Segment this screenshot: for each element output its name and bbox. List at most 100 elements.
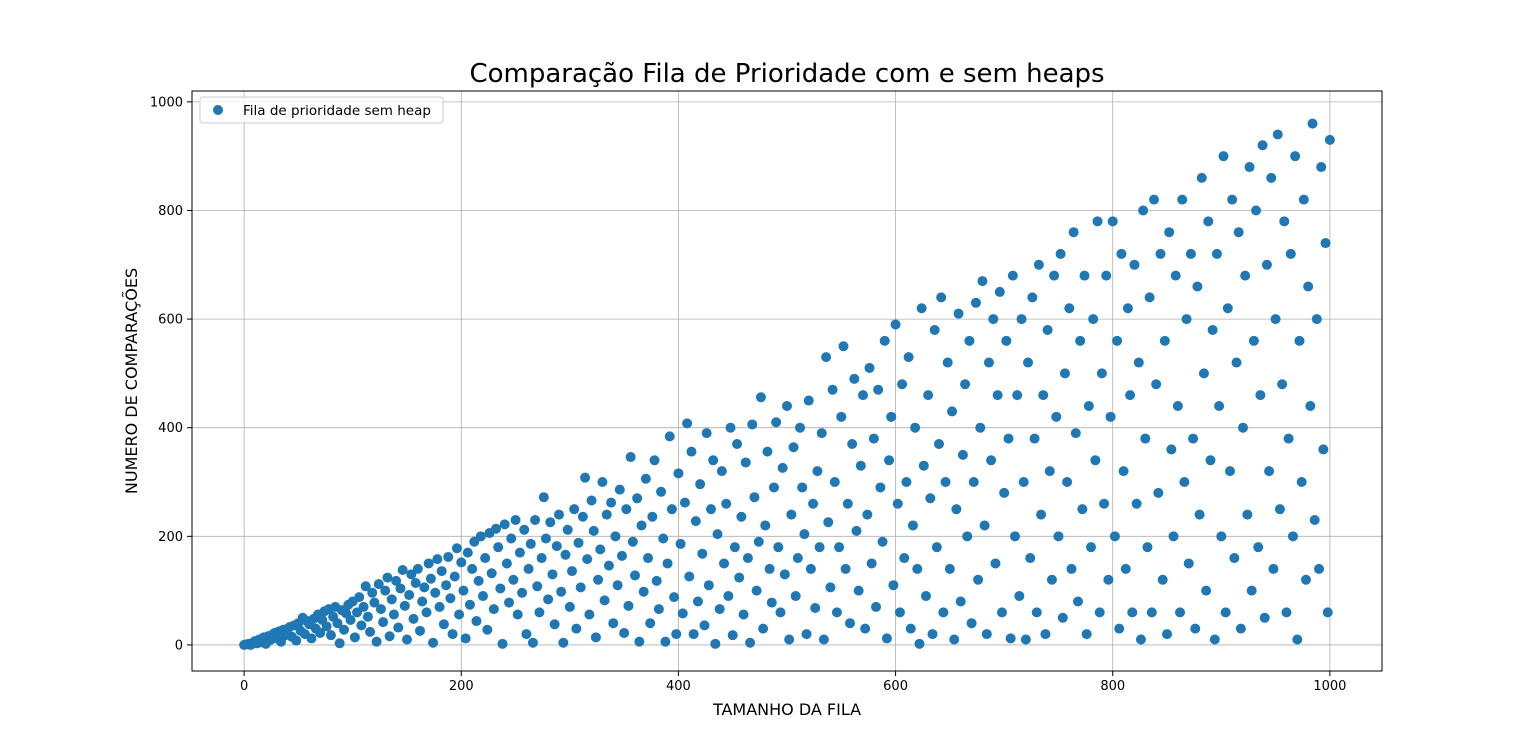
data-point [1105, 411, 1116, 422]
data-point [1201, 585, 1212, 596]
data-point [799, 529, 810, 540]
data-point [1125, 390, 1136, 401]
data-point [834, 542, 845, 553]
data-point [738, 609, 749, 620]
data-point [688, 629, 699, 640]
data-point [623, 600, 634, 611]
data-point [853, 585, 864, 596]
data-point [1196, 172, 1207, 183]
data-point [1144, 292, 1155, 303]
data-point [755, 392, 766, 403]
data-point [671, 629, 682, 640]
data-point [858, 390, 869, 401]
data-point [710, 638, 721, 649]
data-point [1140, 433, 1151, 444]
data-point [551, 541, 562, 552]
data-point [690, 516, 701, 527]
data-point [831, 607, 842, 618]
data-point [1077, 504, 1088, 515]
data-point [970, 297, 981, 308]
data-point [725, 422, 736, 433]
data-point [886, 411, 897, 422]
data-point [562, 524, 573, 535]
data-point [432, 554, 443, 565]
data-point [1216, 531, 1227, 542]
data-point [866, 558, 877, 569]
data-point [740, 457, 751, 468]
data-point [384, 631, 395, 642]
data-point [1287, 531, 1298, 542]
data-point [1194, 509, 1205, 520]
data-point [747, 419, 758, 430]
data-point [914, 638, 925, 649]
data-point [1218, 151, 1229, 162]
data-point [1142, 542, 1153, 553]
data-point [367, 587, 378, 598]
data-point [803, 395, 814, 406]
data-point [1003, 433, 1014, 444]
x-tick-label: 200 [449, 679, 474, 694]
data-point [523, 563, 534, 574]
data-point [931, 542, 942, 553]
data-point [1012, 390, 1023, 401]
data-point [553, 509, 564, 520]
data-point [1220, 607, 1231, 618]
data-point [816, 428, 827, 439]
data-point [580, 472, 591, 483]
data-point [714, 604, 725, 615]
data-point [1309, 515, 1320, 526]
data-point [606, 497, 617, 508]
data-point [1127, 607, 1138, 618]
data-point [512, 609, 523, 620]
data-point [1238, 422, 1249, 433]
data-point [938, 607, 949, 618]
data-point [960, 379, 971, 390]
y-tick-label: 0 [175, 638, 183, 653]
data-point [608, 618, 619, 629]
data-point [588, 525, 599, 536]
data-point [873, 384, 884, 395]
data-point [582, 554, 593, 565]
data-point [428, 637, 439, 648]
data-point [354, 592, 365, 603]
data-point [884, 455, 895, 466]
data-point [1222, 303, 1233, 314]
data-point [471, 616, 482, 627]
data-point [1148, 194, 1159, 205]
data-point [1155, 248, 1166, 259]
data-point [907, 520, 918, 531]
data-point [719, 558, 730, 569]
data-point [925, 493, 936, 504]
data-point [404, 589, 415, 600]
data-point [1057, 612, 1068, 623]
data-point [721, 498, 732, 509]
data-point [1277, 379, 1288, 390]
data-point [436, 566, 447, 577]
data-point [599, 595, 610, 606]
data-point [1055, 248, 1066, 259]
data-point [1062, 477, 1073, 488]
data-point [786, 509, 797, 520]
data-point [729, 542, 740, 553]
data-point [916, 303, 927, 314]
data-point [315, 627, 326, 638]
data-point [810, 603, 821, 614]
data-point [1153, 487, 1164, 498]
data-point [525, 538, 536, 549]
data-point [742, 553, 753, 564]
data-point [1320, 238, 1331, 249]
data-point [1014, 591, 1025, 602]
data-points [239, 118, 1335, 650]
data-point [732, 438, 743, 449]
data-point [983, 357, 994, 368]
data-point [1164, 227, 1175, 238]
data-point [684, 571, 695, 582]
data-point [508, 574, 519, 585]
data-point [443, 551, 454, 562]
data-point [1157, 574, 1168, 585]
data-point [1033, 259, 1044, 270]
data-point [380, 585, 391, 596]
data-point [651, 575, 662, 586]
data-point [897, 379, 908, 390]
data-point [486, 568, 497, 579]
